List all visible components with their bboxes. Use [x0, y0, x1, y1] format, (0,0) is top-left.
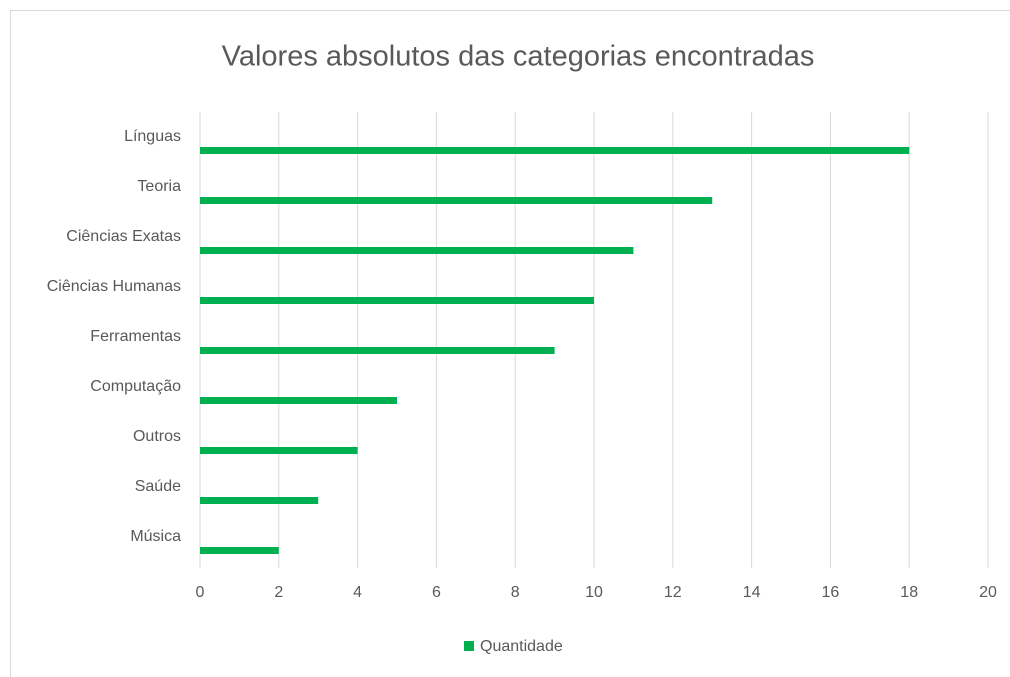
y-tick-label: Teoria [137, 178, 181, 195]
x-tick-label: 2 [274, 584, 283, 601]
x-tick-label: 18 [900, 584, 918, 601]
bar [200, 247, 634, 254]
x-tick-label: 16 [822, 584, 840, 601]
x-tick-label: 14 [743, 584, 761, 601]
x-tick-label: 8 [511, 584, 520, 601]
y-tick-label: Línguas [124, 128, 181, 145]
x-tick-label: 6 [432, 584, 441, 601]
bar [200, 447, 358, 454]
bar [200, 547, 279, 554]
y-tick-label: Computação [90, 378, 181, 395]
legend-swatch [464, 641, 474, 651]
x-tick-label: 12 [664, 584, 682, 601]
bar [200, 497, 319, 504]
bar [200, 297, 594, 304]
y-tick-label: Outros [133, 428, 181, 445]
bar [200, 197, 713, 204]
y-tick-label: Ciências Exatas [66, 228, 181, 245]
y-tick-label: Saúde [135, 478, 181, 495]
y-tick-label: Ciências Humanas [47, 278, 181, 295]
y-tick-label: Ferramentas [90, 328, 181, 345]
y-tick-label: Música [130, 528, 181, 545]
bar [200, 347, 555, 354]
bar [200, 397, 397, 404]
chart-border [10, 10, 1010, 677]
legend-label: Quantidade [480, 638, 563, 655]
chart-title: Valores absolutos das categorias encontr… [222, 41, 815, 73]
x-tick-label: 0 [196, 584, 205, 601]
x-tick-label: 20 [979, 584, 997, 601]
x-tick-label: 10 [585, 584, 603, 601]
x-tick-label: 4 [353, 584, 362, 601]
bar [200, 147, 910, 154]
